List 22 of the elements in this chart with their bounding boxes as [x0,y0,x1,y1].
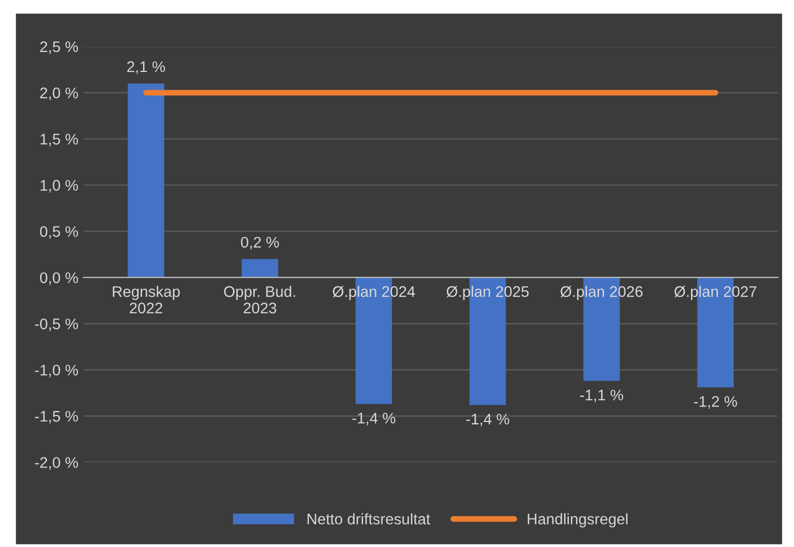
y-tick-label: -2,0 % [35,457,78,470]
y-tick-label: 2,0 % [40,88,78,100]
x-tick-label: Regnskap 2022 [112,286,180,314]
y-tick-label: 0,0 % [40,272,78,285]
legend-label: Netto driftsresultat [308,513,430,524]
data-label: -1,4 % [466,414,510,426]
data-label: 0,2 % [240,236,279,250]
y-tick-label: -1,0 % [35,364,78,378]
bar [128,83,164,278]
data-label: 2,1 % [127,61,165,74]
data-label: -1,1 % [580,390,624,402]
legend-label: Handlingsregel [528,513,628,528]
y-tick-label: -1,5 % [35,410,78,424]
y-tick-label: 1,0 % [40,180,78,193]
x-tick-label: Oppr. Bud. 2023 [224,286,296,314]
y-tick-label: 2,5 % [40,41,78,54]
y-tick-label: 1,5 % [40,134,78,146]
data-label: -1,2 % [694,396,738,409]
y-tick-label: -0,5 % [35,318,78,332]
y-tick-label: 0,5 % [40,226,78,239]
bar [242,258,278,278]
data-label: -1,4 % [352,412,396,426]
